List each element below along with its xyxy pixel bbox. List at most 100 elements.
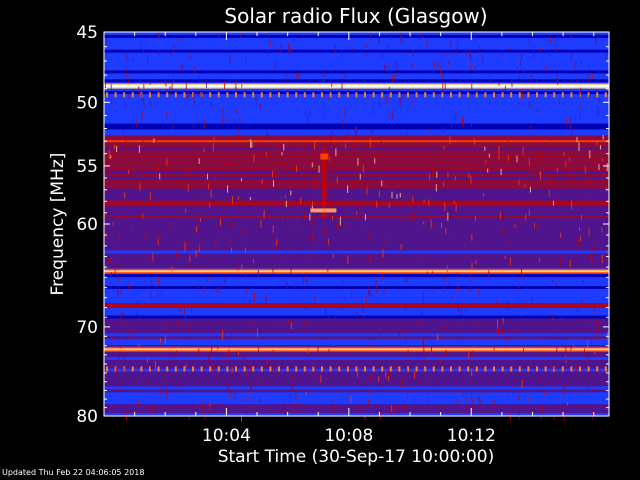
noise-speck	[423, 343, 425, 353]
spectrum-row	[104, 300, 609, 305]
noise-speck	[185, 315, 187, 321]
spectrum-row	[104, 188, 609, 193]
noise-speck	[324, 227, 326, 235]
noise-speck	[350, 395, 352, 402]
spectrum-row	[104, 147, 609, 151]
noise-speck	[159, 173, 161, 180]
noise-speck	[343, 280, 345, 284]
spectrum-row	[104, 144, 609, 148]
noise-speck	[488, 153, 490, 158]
noise-speck	[508, 154, 510, 161]
dash-mark	[493, 366, 495, 372]
noise-speck	[444, 83, 446, 93]
noise-speck	[285, 161, 287, 166]
spectrum-row	[104, 413, 609, 417]
noise-speck	[412, 213, 414, 222]
spectrum-row	[104, 159, 609, 163]
noise-speck	[579, 105, 581, 109]
dash-mark	[166, 92, 169, 98]
noise-speck	[596, 331, 598, 340]
noise-speck	[380, 137, 382, 144]
noise-speck	[176, 350, 178, 354]
noise-speck	[576, 364, 578, 372]
noise-speck	[250, 385, 252, 391]
noise-speck	[422, 33, 424, 38]
noise-speck	[331, 128, 333, 135]
noise-speck	[214, 362, 216, 372]
spectrum-row	[104, 99, 609, 104]
spectrum-row	[104, 64, 609, 69]
noise-speck	[320, 336, 322, 341]
dash-mark	[364, 366, 366, 372]
noise-speck	[419, 379, 421, 383]
noise-speck	[169, 85, 171, 95]
noise-speck	[298, 402, 300, 411]
dash-mark	[587, 92, 590, 98]
noise-speck	[154, 361, 156, 370]
noise-speck	[188, 326, 190, 332]
noise-speck	[474, 33, 476, 41]
noise-speck	[570, 34, 572, 39]
noise-speck	[199, 242, 201, 250]
noise-speck	[307, 117, 309, 125]
noise-speck	[194, 360, 196, 368]
noise-speck	[483, 193, 485, 197]
noise-speck	[371, 129, 373, 135]
noise-speck	[525, 213, 527, 221]
noise-speck	[397, 71, 399, 77]
noise-speck	[523, 69, 525, 78]
noise-speck	[555, 377, 557, 383]
noise-speck	[335, 148, 337, 157]
noise-speck	[475, 260, 477, 265]
noise-speck	[153, 138, 155, 143]
noise-speck	[531, 297, 533, 306]
noise-speck	[198, 243, 200, 252]
noise-speck	[212, 360, 214, 370]
noise-speck	[201, 193, 203, 197]
noise-speck	[160, 338, 162, 347]
noise-speck	[295, 283, 297, 291]
noise-speck	[388, 376, 390, 381]
noise-speck	[496, 327, 498, 333]
noise-speck	[228, 159, 230, 166]
noise-speck	[341, 306, 343, 312]
noise-speck	[282, 401, 284, 405]
band-line	[104, 140, 609, 143]
noise-speck	[188, 92, 190, 98]
noise-speck	[252, 398, 254, 408]
noise-speck	[447, 212, 449, 221]
noise-speck	[260, 219, 262, 228]
noise-speck	[569, 260, 571, 267]
noise-speck	[120, 289, 122, 294]
noise-speck	[565, 346, 567, 354]
noise-speck	[217, 346, 219, 350]
spectrum-row	[104, 250, 609, 255]
dash-mark	[166, 366, 169, 372]
noise-speck	[140, 93, 142, 102]
noise-speck	[290, 267, 292, 274]
spectrum-row	[104, 52, 609, 57]
noise-speck	[126, 54, 128, 63]
noise-speck	[570, 344, 572, 351]
noise-speck	[314, 295, 316, 302]
noise-speck	[402, 244, 404, 249]
noise-speck	[125, 102, 127, 109]
noise-speck	[390, 407, 392, 415]
noise-speck	[514, 224, 516, 228]
noise-speck	[563, 152, 565, 157]
noise-speck	[138, 343, 140, 348]
noise-speck	[209, 405, 211, 413]
noise-speck	[378, 101, 380, 106]
noise-speck	[548, 189, 550, 197]
noise-speck	[110, 252, 112, 257]
noise-speck	[568, 362, 570, 366]
spectrum-row	[104, 150, 609, 154]
burst-trace	[322, 147, 327, 219]
noise-speck	[406, 368, 408, 376]
noise-speck	[376, 359, 378, 366]
x-tick-label: 10:04	[202, 426, 251, 446]
noise-speck	[402, 191, 404, 199]
dash-mark	[398, 366, 401, 372]
noise-speck	[342, 302, 344, 309]
